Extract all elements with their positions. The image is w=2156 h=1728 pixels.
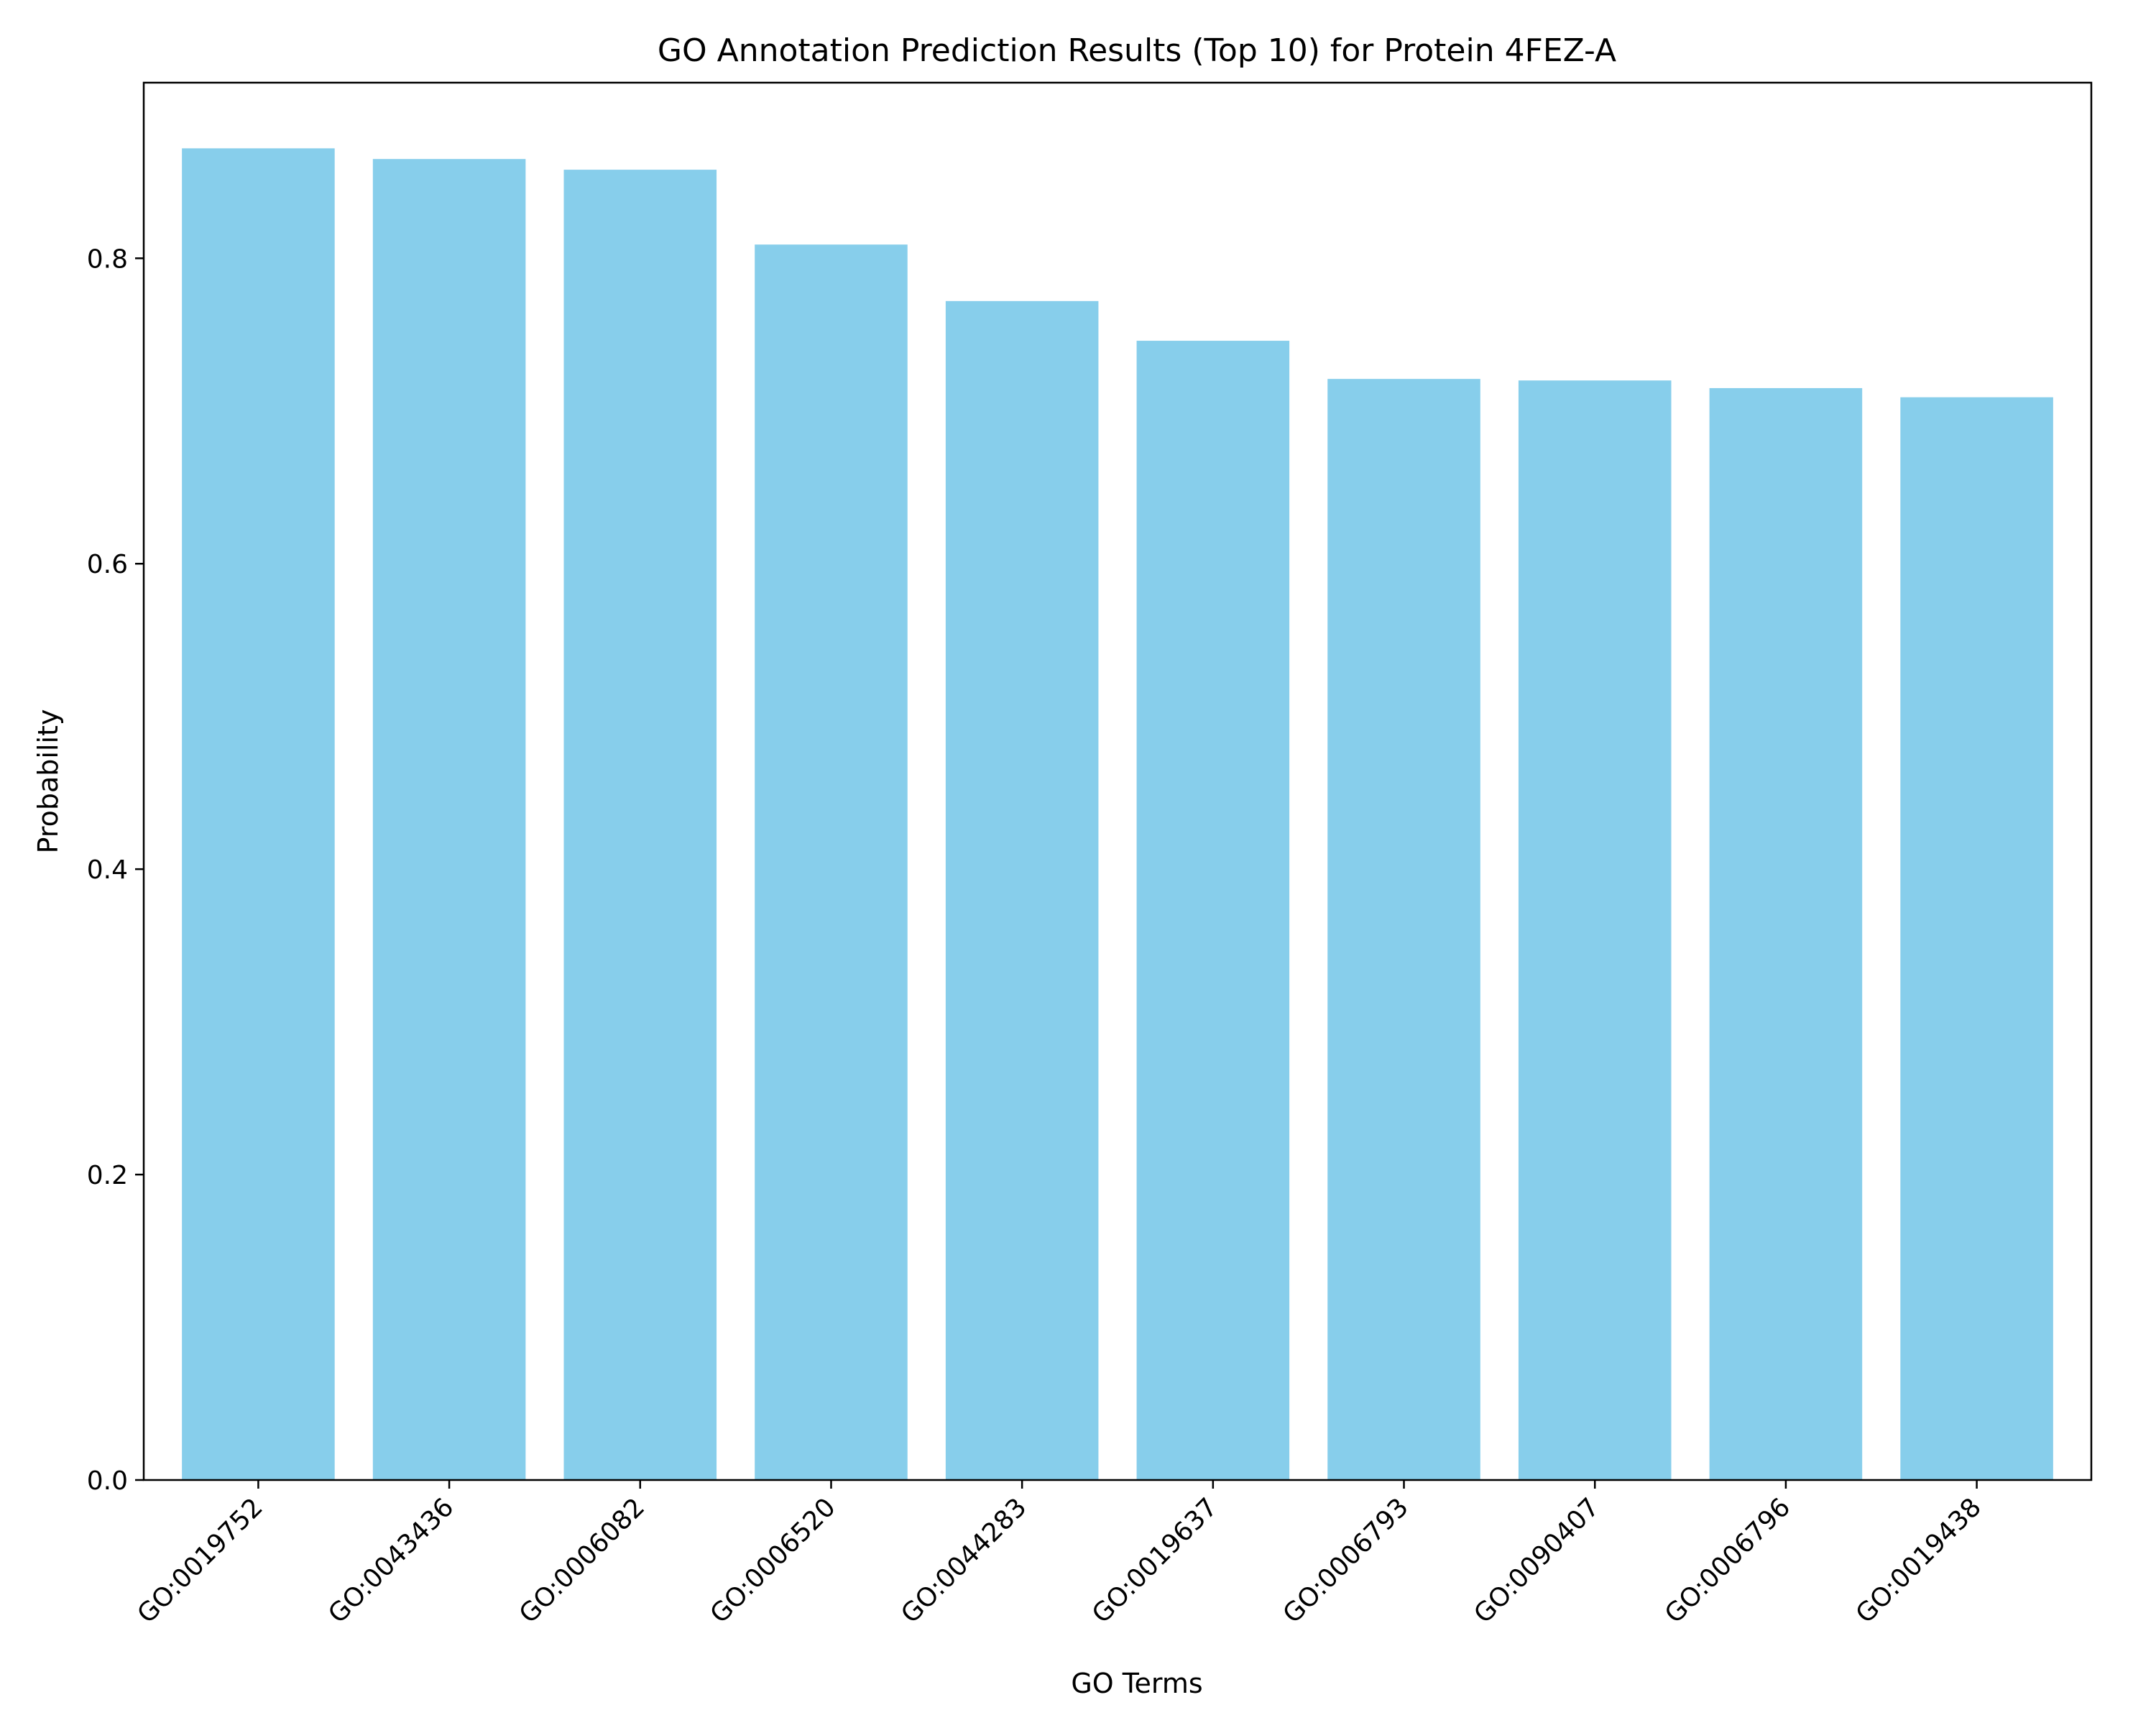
y-tick-label: 0.0: [87, 1466, 128, 1496]
y-axis-label: Probability: [32, 709, 64, 854]
y-axis: 0.0 0.2 0.4 0.6 0.8: [87, 244, 144, 1496]
bar-GO:0006793: [1327, 379, 1480, 1481]
y-tick-label: 0.8: [87, 244, 128, 274]
chart-title: GO Annotation Prediction Results (Top 10…: [658, 32, 1616, 69]
bar-GO:0043436: [372, 159, 526, 1481]
bar-GO:0006520: [755, 244, 908, 1481]
bar-GO:0019637: [1136, 341, 1290, 1480]
x-axis-label: GO Terms: [1071, 1668, 1202, 1699]
bar-GO:0090407: [1518, 380, 1672, 1480]
bar-GO:0019752: [182, 148, 335, 1481]
bars-layer: [182, 148, 2053, 1481]
plot-frame: [142, 81, 2093, 1481]
bar-GO:0006796: [1709, 387, 1863, 1481]
y-tick-label: 0.2: [87, 1161, 128, 1190]
bar-GO:0006082: [563, 170, 717, 1481]
bar-GO:0019438: [1900, 397, 2053, 1481]
y-tick-label: 0.4: [87, 855, 128, 885]
y-tick-label: 0.6: [87, 550, 128, 579]
bar-GO:0044283: [945, 300, 1099, 1480]
